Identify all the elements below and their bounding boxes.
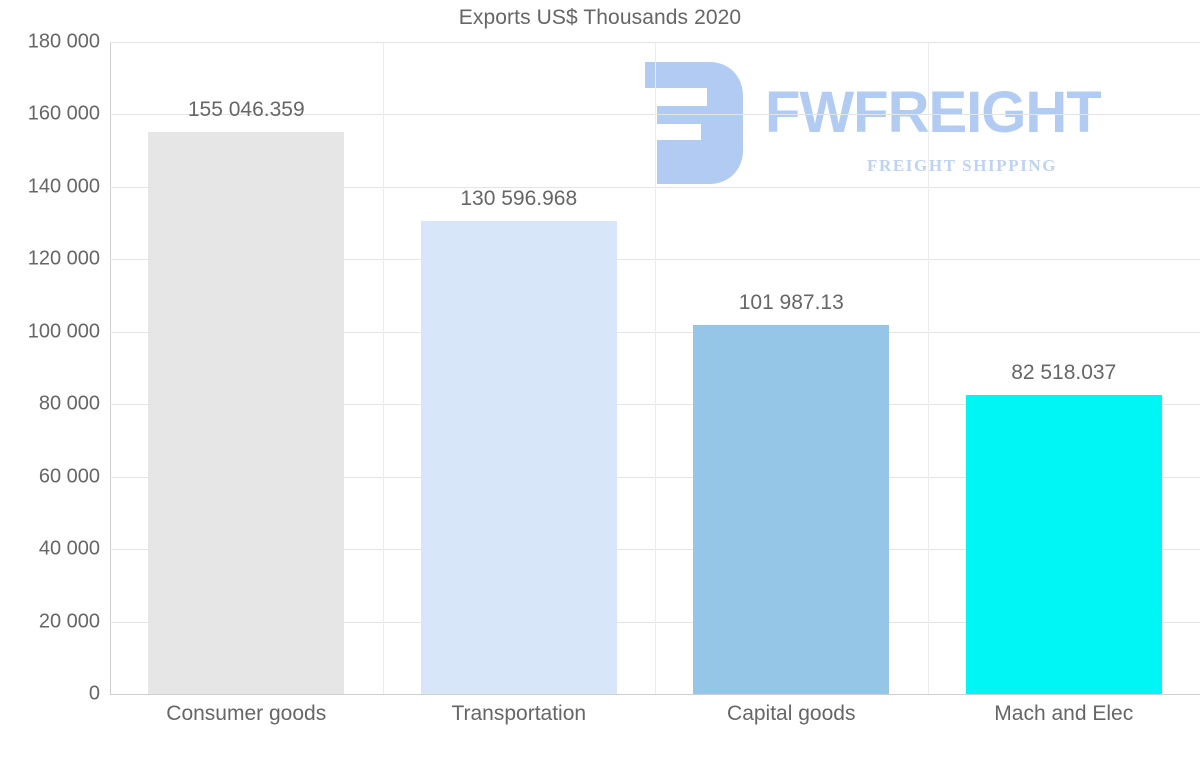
bar[interactable]	[693, 324, 890, 694]
y-axis-labels: 180 000 160 000 140 000 120 000 100 000 80 00…	[0, 31, 100, 705]
x-axis-category-label: Transportation	[451, 702, 587, 725]
y-axis-tick-label: 40 000	[38, 537, 100, 560]
bar-value-label: 130 596.968	[460, 186, 578, 210]
bar[interactable]	[965, 395, 1162, 694]
y-axis-tick-label: 0	[88, 682, 100, 705]
category-separator	[655, 42, 656, 694]
y-axis-tick-label: 20 000	[38, 610, 100, 633]
y-axis-tick-label: 140 000	[27, 175, 100, 198]
chart-title: Exports US$ Thousands 2020	[458, 6, 742, 29]
x-axis-labels: Consumer goods Transportation Capital good…	[110, 702, 1200, 742]
category-separator	[383, 42, 384, 694]
y-axis-tick-label: 180 000	[27, 30, 100, 53]
category-separator	[928, 42, 929, 694]
x-axis-category-label: Mach and Elec	[994, 702, 1134, 725]
bar[interactable]	[148, 132, 345, 694]
x-axis-category-label: Consumer goods	[166, 702, 327, 725]
bar[interactable]	[420, 220, 617, 694]
bar-value-label: 155 046.359	[187, 98, 305, 122]
plot-area	[110, 42, 1200, 695]
bars-group: 155 046.359 130 596.968 101 987.13 82 518.0…	[110, 42, 1200, 694]
y-axis-line	[110, 42, 111, 695]
bar-value-label: 82 518.037	[1011, 361, 1117, 385]
y-axis-tick-label: 120 000	[27, 247, 100, 270]
y-axis-tick-label: 160 000	[27, 102, 100, 125]
gridline	[110, 694, 1200, 695]
y-axis-tick-label: 100 000	[27, 320, 100, 343]
bar-value-label: 101 987.13	[738, 290, 844, 314]
y-axis-tick-label: 60 000	[38, 465, 100, 488]
x-axis-category-label: Capital goods	[727, 702, 856, 725]
y-axis-tick-label: 80 000	[38, 392, 100, 415]
